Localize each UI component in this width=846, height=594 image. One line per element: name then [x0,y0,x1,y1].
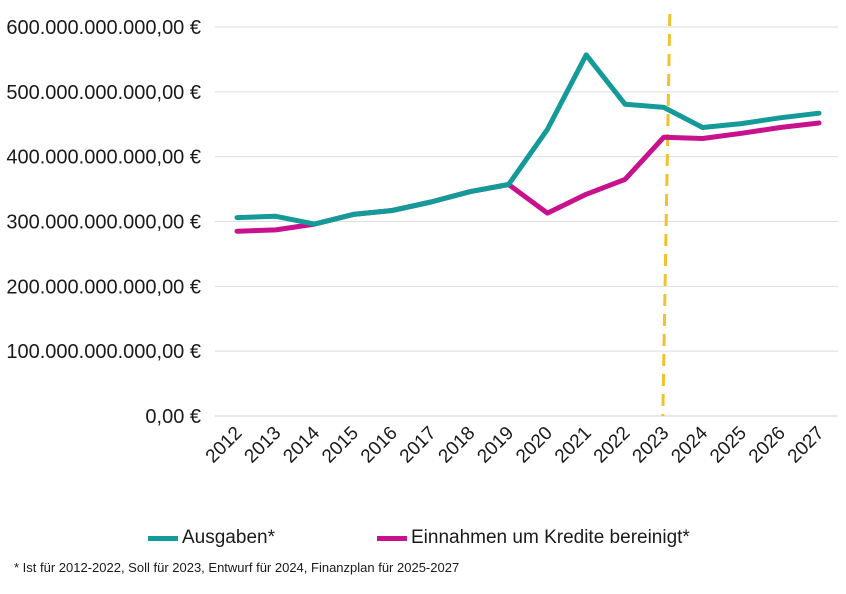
x-tick-label: 2024 [667,422,712,467]
x-tick-label: 2026 [745,423,790,468]
x-tick-label: 2013 [241,423,286,468]
x-tick-label: 2016 [357,423,402,468]
x-tick-label: 2025 [706,423,751,468]
x-tick-label: 2021 [551,423,596,468]
x-tick-label: 2014 [279,422,324,467]
y-tick-label: 400.000.000.000,00 € [6,147,201,169]
y-axis-ticks: 0,00 € 100.000.000.000,00 € 200.000.000.00… [6,17,201,428]
legend: Ausgaben* Einnahmen um Kredite bereinigt… [0,527,846,551]
x-tick-label: 2018 [435,423,480,468]
x-tick-label: 2015 [318,423,363,468]
y-tick-label: 500.000.000.000,00 € [6,82,201,104]
x-tick-label: 2017 [396,423,441,468]
y-tick-label: 200.000.000.000,00 € [6,276,201,298]
legend-label-einnahmen: Einnahmen um Kredite bereinigt* [411,527,690,548]
marker-line [661,13,672,417]
x-tick-label: 2020 [512,423,557,468]
x-tick-label: 2012 [202,423,247,468]
series-line-ausgaben [234,52,822,227]
x-tick-label: 2027 [784,423,829,468]
legend-swatch-ausgaben [148,535,178,541]
footnote: * Ist für 2012-2022, Soll für 2023, Entw… [14,560,460,575]
x-axis-ticks: 2012201320142015201620172018201920202021… [202,422,829,467]
forecast-marker [661,13,672,417]
x-tick-label: 2022 [590,423,635,468]
y-tick-label: 100.000.000.000,00 € [6,341,201,363]
line-chart: 0,00 € 100.000.000.000,00 € 200.000.000.00… [6,13,838,467]
y-tick-label: 300.000.000.000,00 € [6,212,201,234]
legend-swatch-einnahmen [377,535,407,541]
legend-item-ausgaben: Ausgaben* [148,527,275,549]
x-tick-label: 2023 [629,423,674,468]
series-lines [234,52,822,234]
x-tick-label: 2019 [473,423,518,468]
y-tick-label: 0,00 € [145,406,201,428]
y-tick-label: 600.000.000.000,00 € [6,17,201,39]
legend-item-einnahmen: Einnahmen um Kredite bereinigt* [377,527,690,549]
legend-label-ausgaben: Ausgaben* [182,527,275,548]
series-line-einnahmen [234,120,822,234]
